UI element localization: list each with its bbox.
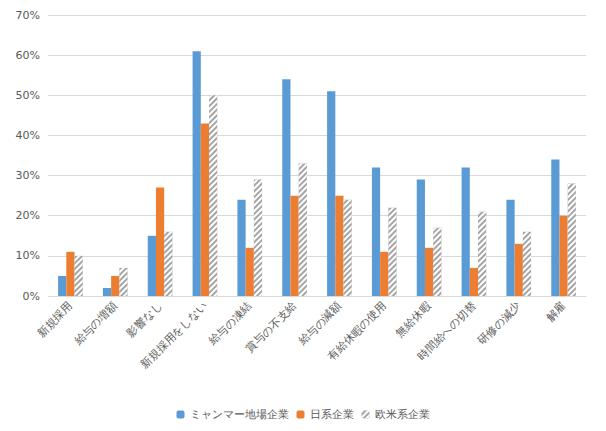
- svg-text:給与の増額: 給与の増額: [71, 299, 120, 348]
- svg-text:有給休暇の使用: 有給休暇の使用: [325, 299, 389, 363]
- svg-text:20%: 20%: [16, 209, 40, 222]
- svg-text:50%: 50%: [16, 89, 40, 102]
- svg-text:賞与の不支給: 賞与の不支給: [243, 299, 299, 355]
- svg-text:新規採用: 新規採用: [35, 299, 75, 339]
- svg-text:新規採用をしない: 新規採用をしない: [138, 299, 209, 370]
- svg-text:日系企業: 日系企業: [310, 408, 354, 421]
- svg-text:70%: 70%: [16, 9, 40, 22]
- svg-text:60%: 60%: [16, 49, 40, 62]
- svg-text:影響なし: 影響なし: [124, 299, 164, 339]
- svg-text:欧米系企業: 欧米系企業: [375, 408, 430, 421]
- svg-text:解雇: 解雇: [543, 299, 568, 324]
- svg-text:研修の減少: 研修の減少: [475, 299, 523, 347]
- svg-text:給与の減額: 給与の減額: [295, 299, 344, 348]
- svg-text:0%: 0%: [23, 290, 40, 303]
- svg-text:無給休暇: 無給休暇: [393, 299, 433, 339]
- svg-text:40%: 40%: [16, 129, 40, 142]
- svg-text:10%: 10%: [16, 249, 40, 262]
- svg-text:ミャンマー地場企業: ミャンマー地場企業: [190, 408, 289, 421]
- svg-text:給与の凍結: 給与の凍結: [206, 299, 255, 348]
- svg-text:時間給への切替: 時間給への切替: [415, 299, 479, 363]
- svg-text:30%: 30%: [16, 169, 40, 182]
